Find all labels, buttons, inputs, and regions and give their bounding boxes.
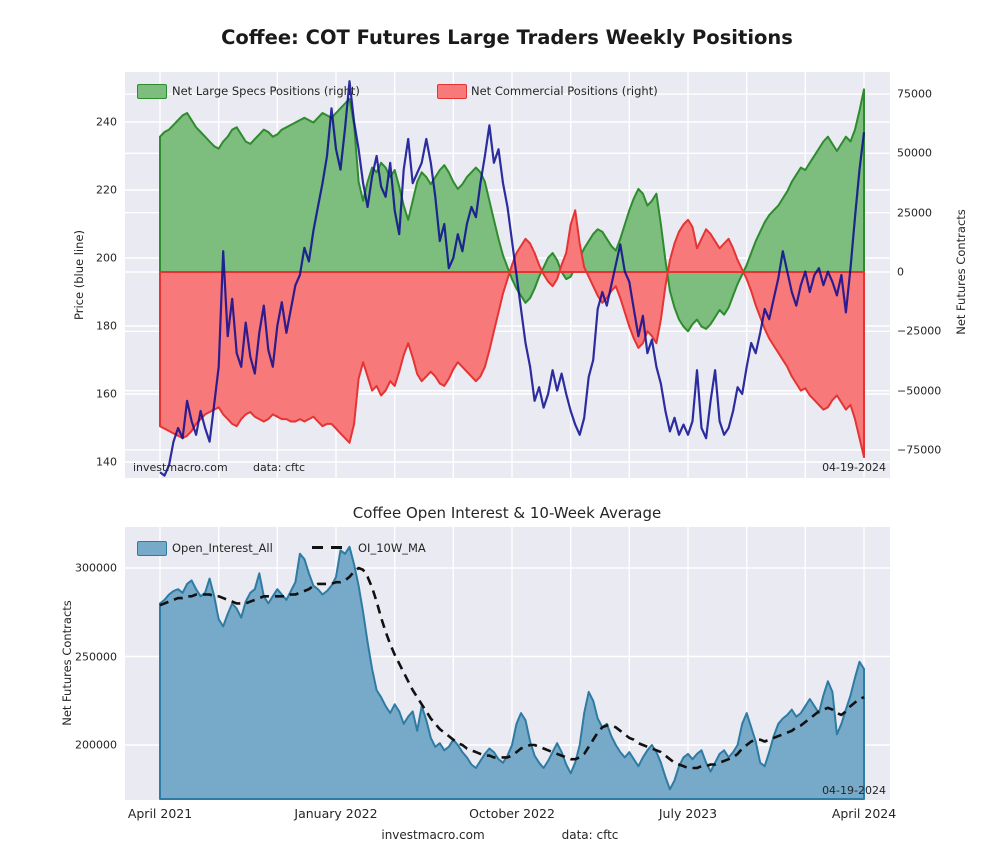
legend-swatch-specs xyxy=(137,84,167,99)
legend-swatch-open-interest xyxy=(137,541,167,556)
top-chart-series xyxy=(159,80,866,477)
oi-10w-ma-line xyxy=(159,566,865,770)
legend-label-open-interest: Open_Interest_All xyxy=(172,541,273,555)
x-tick: April 2024 xyxy=(831,806,897,821)
y-tick-right: 25000 xyxy=(897,206,932,220)
bottom-chart-title: Coffee Open Interest & 10-Week Average xyxy=(352,504,662,522)
y-tick-right: 50000 xyxy=(897,146,932,160)
x-tick: January 2022 xyxy=(294,806,378,821)
open-interest-area xyxy=(159,545,865,800)
legend-label-commercials: Net Commercial Positions (right) xyxy=(471,84,658,98)
y-tick-left: 140 xyxy=(96,455,117,469)
date-annotation-top: 04-19-2024 xyxy=(822,461,886,474)
legend-dash-sample-ma xyxy=(312,546,348,550)
legend-label-specs: Net Large Specs Positions (right) xyxy=(172,84,360,98)
y-tick-oi: 200000 xyxy=(75,738,117,752)
figure-title: Coffee: COT Futures Large Traders Weekly… xyxy=(221,26,793,49)
footer-source: data: cftc xyxy=(561,828,619,842)
watermark-site-top: investmacro.com xyxy=(133,461,228,474)
y-tick-right: 0 xyxy=(897,265,904,279)
y-axis-label-price: Price (blue line) xyxy=(72,230,86,320)
legend-swatch-commercials xyxy=(437,84,467,99)
y-tick-right: −50000 xyxy=(897,384,942,398)
y-tick-oi: 250000 xyxy=(75,650,117,664)
y-axis-label-net-contracts-right: Net Futures Contracts xyxy=(954,209,968,335)
x-tick: July 2023 xyxy=(658,806,718,821)
footer-site: investmacro.com xyxy=(381,828,485,842)
x-tick: April 2021 xyxy=(127,806,193,821)
y-tick-oi: 300000 xyxy=(75,561,117,575)
x-tick: October 2022 xyxy=(469,806,555,821)
y-axis-label-net-contracts-bottom: Net Futures Contracts xyxy=(60,600,74,726)
y-tick-right: −25000 xyxy=(897,324,942,338)
bottom-chart-series xyxy=(159,545,865,800)
y-tick-right: 75000 xyxy=(897,87,932,101)
price-line xyxy=(159,80,866,477)
y-tick-left: 200 xyxy=(96,251,117,265)
y-tick-right: −75000 xyxy=(897,443,942,457)
y-tick-left: 180 xyxy=(96,319,117,333)
y-tick-left: 240 xyxy=(96,115,117,129)
y-tick-left: 220 xyxy=(96,183,117,197)
watermark-source-top: data: cftc xyxy=(253,461,306,474)
legend-label-ma: OI_10W_MA xyxy=(358,541,426,555)
y-tick-left: 160 xyxy=(96,387,117,401)
date-annotation-bottom: 04-19-2024 xyxy=(822,784,886,797)
